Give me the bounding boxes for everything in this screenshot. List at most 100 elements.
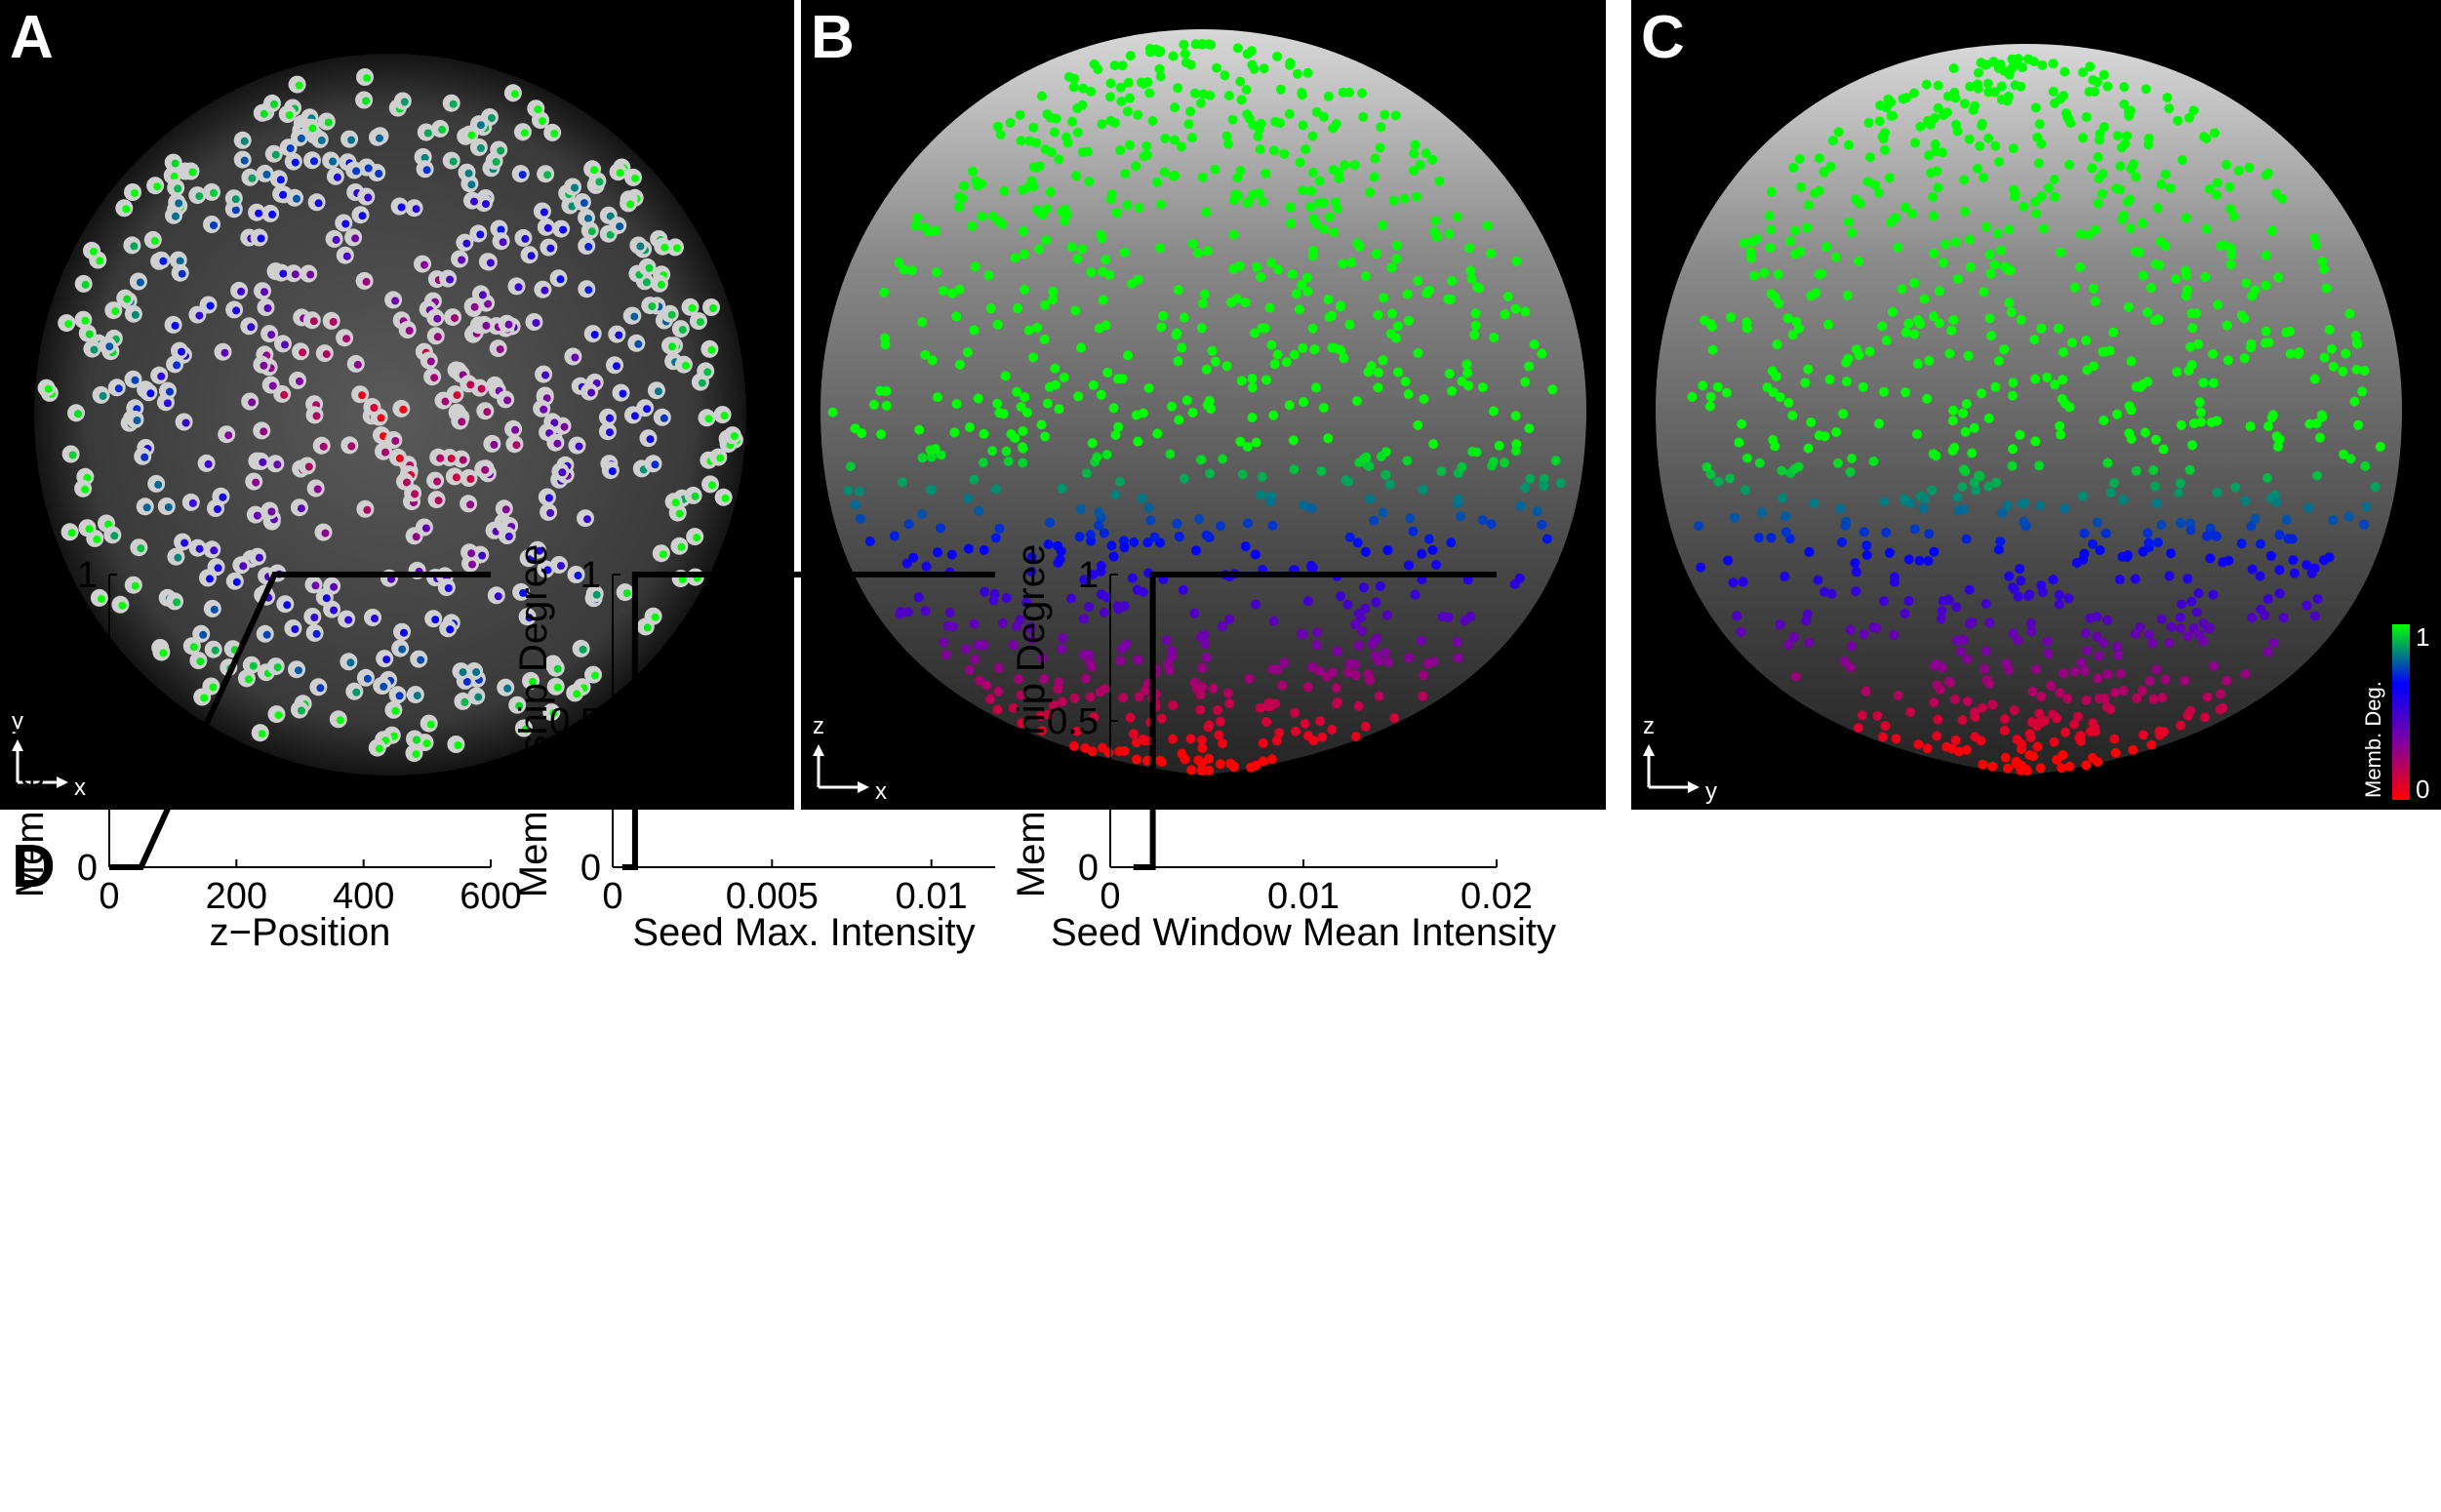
seed-dot (449, 157, 458, 166)
seed-dot (1314, 665, 1325, 676)
seed-dot (2201, 134, 2212, 143)
seed-dot (178, 269, 186, 278)
seed-dot (1244, 113, 1255, 124)
seed-dot (293, 194, 300, 203)
seed-dot (1272, 51, 1283, 61)
seed-dot (257, 234, 265, 243)
seed-dot (466, 475, 475, 483)
seed-dot (1066, 242, 1077, 253)
seed-dot (968, 166, 978, 177)
seed-dot (422, 166, 431, 175)
seed-dot (1133, 436, 1143, 447)
seed-dot (482, 200, 490, 209)
seed-dot (660, 243, 669, 252)
seed-dot (1379, 293, 1389, 303)
seed-dot (2281, 514, 2292, 525)
seed-dot (478, 291, 487, 299)
seed-dot (1298, 120, 1308, 131)
seed-dot (252, 478, 260, 487)
seed-dot (1309, 344, 1320, 355)
seed-dot (2035, 763, 2046, 774)
seed-dot (2034, 119, 2045, 130)
seed-dot (171, 321, 180, 330)
seed-dot (1353, 609, 1364, 619)
seed-dot (2188, 418, 2199, 428)
seed-dot (1740, 485, 1750, 496)
seed-dot (1021, 597, 1032, 608)
seed-dot (1105, 194, 1116, 204)
seed-dot (1995, 537, 2006, 547)
seed-dot (970, 655, 980, 665)
seed-dot (1793, 461, 1804, 472)
seed-dot (540, 405, 548, 414)
seed-dot (1210, 356, 1220, 367)
seed-dot (2187, 440, 2198, 451)
seed-dot (199, 630, 208, 639)
seed-dot (2246, 521, 2257, 532)
seed-dot (1196, 765, 1207, 776)
seed-dot (1889, 629, 1900, 640)
seed-dot (518, 171, 527, 179)
seed-dot (1978, 702, 1988, 713)
seed-dot (1739, 238, 1749, 249)
seed-dot (667, 310, 676, 319)
seed-dot (131, 189, 139, 197)
seed-dot (157, 372, 166, 380)
seed-dot (1444, 369, 1455, 379)
seed-dot (939, 637, 949, 648)
seed-dot (1794, 154, 1805, 164)
seed-dot (1903, 554, 1914, 565)
seed-dot (1229, 195, 1239, 205)
seed-dot (1524, 423, 1535, 434)
seed-dot (1765, 243, 1776, 253)
seed-dot (592, 590, 601, 599)
seed-dot (1001, 593, 1012, 603)
seed-dot (413, 736, 420, 744)
seed-dot (1086, 661, 1097, 672)
seed-dot (1034, 244, 1045, 255)
seed-dot (2098, 637, 2108, 648)
seed-dot (2221, 675, 2232, 686)
seed-dot (1753, 533, 1764, 543)
seed-dot (1962, 654, 1973, 664)
seed-dot (1144, 88, 1155, 99)
seed-dot (1266, 339, 1277, 350)
seed-dot (1938, 258, 1948, 268)
seed-dot (1795, 246, 1806, 257)
seed-dot (721, 494, 730, 502)
seed-dot (451, 314, 459, 323)
seed-dot (1215, 759, 1225, 770)
seed-dot (1197, 172, 1208, 182)
seed-dot (553, 439, 562, 448)
seed-dot (2006, 307, 2017, 318)
seed-dot (1378, 355, 1388, 366)
seed-dot (1292, 68, 1302, 79)
seed-dot (2048, 86, 2059, 97)
seed-dot (2114, 575, 2125, 585)
seed-dot (1183, 119, 1194, 130)
seed-dot (550, 418, 559, 427)
seed-dot (1878, 386, 1889, 397)
x-tick-label: 0.01 (896, 876, 968, 917)
seed-dot (2148, 694, 2159, 704)
seed-dot (590, 331, 599, 339)
seed-dot (1707, 344, 1718, 355)
seed-dot (575, 442, 583, 451)
seed-dot (2164, 638, 2175, 648)
seed-dot (544, 494, 553, 502)
seed-dot (1255, 702, 1265, 713)
seed-dot (1338, 259, 1348, 269)
seed-dot (1879, 596, 1889, 607)
seed-dot (433, 333, 442, 341)
seed-dot (2130, 629, 2141, 639)
seed-dot (2260, 338, 2270, 348)
seed-dot (1197, 682, 1208, 693)
colorbar (2392, 624, 2410, 800)
seed-dot (2198, 636, 2209, 647)
seed-dot (1149, 532, 1160, 542)
seed-dot (467, 549, 476, 558)
seed-dot (403, 478, 411, 487)
seed-dot (606, 414, 614, 422)
seed-dot (1422, 658, 1433, 669)
seed-dot (1919, 294, 1930, 304)
